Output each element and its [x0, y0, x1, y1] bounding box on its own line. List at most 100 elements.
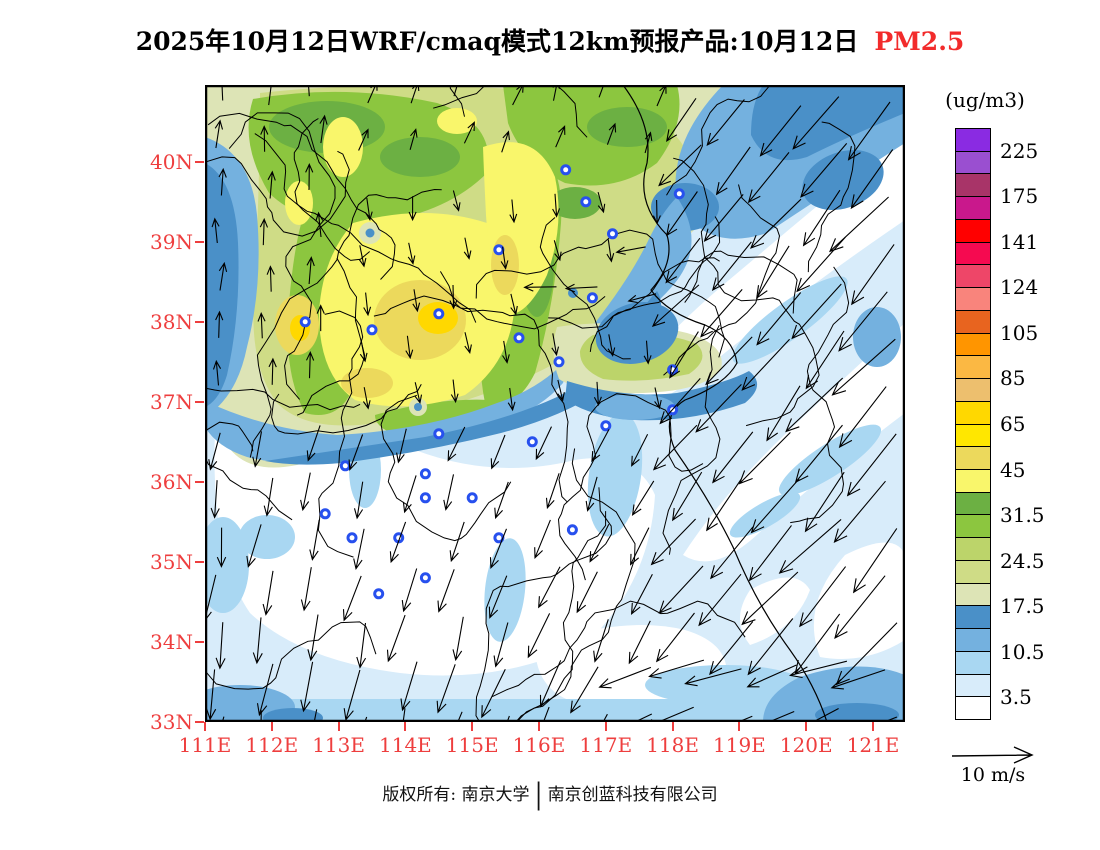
wind-arrow: [396, 428, 407, 464]
wind-arrow: [363, 292, 372, 317]
wind-arrow: [315, 211, 324, 238]
wind-arrow: [509, 199, 518, 224]
lon-tick: [805, 722, 808, 731]
wind-arrow: [359, 339, 368, 363]
wind-arrow: [630, 573, 653, 615]
wind-arrow: [589, 524, 610, 563]
lat-tick: [195, 321, 204, 323]
wind-vector-arrows: [205, 85, 898, 722]
wind-arrow: [214, 119, 224, 149]
colorbar-box: [956, 355, 990, 379]
wind-arrow: [706, 478, 742, 532]
lat-tick-label: 35N: [150, 550, 193, 574]
lon-tick-label: 118E: [646, 733, 699, 757]
lat-tick-label: 33N: [150, 710, 193, 734]
wind-arrow: [710, 526, 754, 580]
lat-tick-label: 34N: [150, 630, 193, 654]
wind-arrow: [650, 518, 696, 566]
wind-arrow: [402, 475, 417, 514]
station-marker: [673, 188, 685, 200]
wind-arrow: [644, 131, 653, 154]
wind-arrow: [564, 283, 598, 293]
wind-arrow: [300, 567, 312, 612]
colorbar-box: [956, 582, 990, 606]
boundary-line: [205, 387, 361, 411]
colorbar-box: [956, 491, 990, 515]
wind-arrow: [343, 669, 361, 721]
wind-arrow: [362, 387, 371, 410]
wind-arrow: [309, 519, 320, 561]
lon-tick-label: 117E: [579, 733, 633, 757]
colorbar-box: [956, 378, 990, 401]
station-marker: [513, 332, 525, 344]
boundary-line: [205, 456, 293, 521]
colorbar-tick-label: 24.5: [1000, 548, 1045, 573]
wind-arrow: [706, 99, 745, 147]
colorbar-box: [956, 196, 990, 219]
wind-arrow: [747, 152, 790, 204]
wind-arrow: [407, 242, 416, 265]
wind-arrow: [389, 521, 407, 564]
wind-arrow: [672, 471, 703, 522]
station-marker: [319, 508, 331, 520]
wind-arrow: [658, 565, 704, 614]
wind-arrow: [414, 382, 423, 405]
wind-arrow: [447, 426, 466, 462]
lon-tick-label: 120E: [779, 733, 833, 757]
boundary-line: [539, 217, 631, 360]
station-marker: [419, 572, 431, 584]
wind-arrow: [766, 385, 801, 442]
wind-arrow: [666, 191, 698, 237]
boundary-line: [589, 216, 721, 352]
station-marker: [600, 420, 612, 432]
wind-arrow: [500, 246, 509, 270]
wind-arrow: [741, 571, 799, 626]
wind-arrow: [804, 471, 845, 533]
wind-arrow: [221, 85, 224, 101]
wind-arrow: [463, 121, 475, 144]
wind-arrow: [545, 473, 560, 510]
boundary-line: [433, 85, 588, 138]
station-marker: [526, 436, 538, 448]
boundary-line: [439, 271, 606, 330]
wind-arrow: [402, 708, 406, 722]
wind-arrow: [551, 333, 560, 357]
wind-arrow: [628, 620, 651, 665]
wind-arrow: [666, 97, 697, 143]
wind-arrow: [785, 377, 844, 433]
colorbar-box: [956, 332, 990, 356]
station-marker: [566, 524, 578, 536]
station-marker: [433, 308, 445, 320]
wind-arrow: [412, 289, 421, 313]
wind-arrow: [210, 480, 220, 519]
station-marker: [560, 164, 572, 176]
colorbar-box: [956, 559, 990, 583]
colorbar-box: [956, 423, 990, 447]
station-marker: [607, 228, 618, 240]
wind-arrow: [252, 431, 263, 468]
lat-tick: [195, 161, 204, 163]
wind-arrow: [847, 101, 891, 161]
wind-arrow: [364, 197, 373, 222]
wind-arrow: [576, 571, 598, 614]
wind-arrow: [260, 125, 269, 152]
wind-arrow: [703, 194, 744, 242]
wind-arrow: [598, 666, 652, 689]
station-marker: [580, 196, 592, 208]
colorbar: [955, 128, 991, 720]
wind-arrow: [260, 710, 262, 722]
wind-arrow: [835, 622, 898, 686]
wind-arrow: [830, 669, 886, 690]
wind-arrow: [246, 524, 262, 568]
wind-arrow: [851, 244, 895, 306]
lon-tick-label: 121E: [846, 733, 900, 757]
colorbar-box: [956, 218, 990, 242]
wind-arrow: [654, 387, 662, 410]
lat-tick-label: 36N: [150, 470, 193, 494]
lat-tick: [195, 481, 204, 483]
wind-arrow: [494, 481, 509, 520]
colorbar-box: [956, 287, 990, 310]
station-markers: [299, 164, 685, 600]
lon-tick: [738, 722, 741, 731]
